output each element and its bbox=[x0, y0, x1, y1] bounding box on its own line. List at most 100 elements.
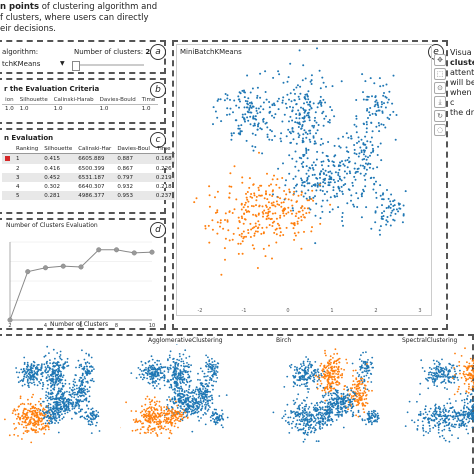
data-point[interactable] bbox=[149, 249, 155, 255]
scatter-point bbox=[42, 410, 44, 413]
num-clusters-slider[interactable] bbox=[72, 61, 144, 71]
thumbnail-plot-1[interactable] bbox=[120, 344, 236, 462]
scatter-point bbox=[251, 196, 254, 199]
thumbnail-plot-0[interactable] bbox=[0, 344, 110, 462]
pan-icon[interactable]: ✥ bbox=[434, 54, 446, 66]
scatter-point bbox=[366, 372, 369, 375]
scatter-point bbox=[368, 390, 370, 392]
eval-cell: 0.452 bbox=[41, 173, 76, 182]
scatter-point bbox=[328, 121, 331, 124]
scatter-point bbox=[360, 395, 363, 398]
scatter-point bbox=[293, 232, 296, 235]
scatter-point bbox=[276, 222, 279, 225]
scatter-point bbox=[13, 433, 16, 436]
scatter-point bbox=[56, 361, 58, 364]
scatter-point bbox=[136, 428, 139, 431]
scatter-point bbox=[248, 102, 251, 104]
table-row[interactable]: 3 0.452 6531.187 0.797 0.219 bbox=[2, 173, 175, 182]
scatter-point bbox=[281, 177, 284, 179]
scatter-point bbox=[47, 374, 49, 376]
scatter-point bbox=[29, 374, 31, 376]
scatter-point bbox=[20, 379, 23, 381]
scatter-point bbox=[167, 428, 170, 430]
line-chart[interactable]: 2 4 6 8 10 bbox=[2, 228, 162, 328]
scatter-point bbox=[311, 167, 314, 169]
data-point[interactable] bbox=[78, 264, 84, 270]
table-row[interactable]: 4 0.302 6640.307 0.932 0.218 bbox=[2, 182, 175, 191]
scatter-point bbox=[376, 166, 379, 169]
reset-icon[interactable]: ↻ bbox=[434, 110, 446, 122]
data-point[interactable] bbox=[96, 247, 102, 253]
main-scatter-plot[interactable]: -2 -1 0 1 2 3 bbox=[176, 44, 432, 316]
scatter-point bbox=[233, 165, 236, 168]
eval-cell bbox=[2, 191, 13, 200]
scatter-point bbox=[325, 375, 327, 378]
scatter-point bbox=[303, 422, 305, 425]
data-point[interactable] bbox=[25, 269, 31, 275]
scatter-point bbox=[324, 182, 327, 185]
hover-icon[interactable]: ◌ bbox=[434, 124, 446, 136]
thumbnail-plot-2[interactable] bbox=[272, 344, 390, 462]
scatter-point bbox=[145, 416, 148, 419]
data-point[interactable] bbox=[131, 250, 137, 256]
scatter-point bbox=[299, 85, 302, 88]
weight-input-2[interactable]: 1.0 bbox=[53, 106, 63, 112]
scatter-point bbox=[440, 368, 442, 371]
scatter-point bbox=[19, 397, 22, 400]
scatter-point bbox=[344, 183, 347, 185]
weight-input-1[interactable]: 1.0 bbox=[19, 106, 29, 112]
scatter-point bbox=[163, 418, 166, 421]
scatter-point bbox=[330, 417, 333, 420]
slider-handle[interactable] bbox=[72, 61, 80, 71]
scatter-point bbox=[315, 158, 318, 161]
scatter-point bbox=[335, 403, 338, 406]
data-point[interactable] bbox=[7, 317, 13, 323]
weight-input-3[interactable]: 1.0 bbox=[99, 106, 109, 112]
scatter-point bbox=[94, 417, 96, 420]
scatter-point bbox=[254, 115, 257, 118]
main-x-tick: 0 bbox=[286, 308, 289, 314]
box-zoom-icon[interactable]: ⬚ bbox=[434, 68, 446, 80]
scatter-point bbox=[53, 386, 56, 389]
weight-input-0[interactable]: 1.0 bbox=[5, 106, 14, 112]
scatter-point bbox=[151, 373, 153, 376]
scatter-point bbox=[306, 207, 309, 210]
data-point[interactable] bbox=[113, 247, 119, 253]
scatter-point bbox=[13, 408, 16, 411]
scatter-point bbox=[262, 212, 265, 215]
scatter-point bbox=[356, 390, 359, 392]
scatter-point bbox=[303, 216, 306, 219]
weight-input-4[interactable]: 1.0 bbox=[141, 106, 151, 112]
scatter-point bbox=[308, 418, 311, 421]
scatter-point bbox=[321, 210, 324, 213]
scatter-point bbox=[174, 372, 176, 374]
scatter-point bbox=[173, 380, 176, 383]
scatter-point bbox=[78, 379, 81, 381]
wheel-zoom-icon[interactable]: ⊙ bbox=[434, 82, 446, 94]
scatter-point bbox=[273, 104, 276, 107]
scatter-point bbox=[282, 201, 285, 204]
scatter-point bbox=[298, 134, 301, 137]
scatter-point bbox=[81, 392, 83, 394]
scatter-point bbox=[237, 252, 240, 255]
scatter-point bbox=[48, 378, 51, 381]
scatter-point bbox=[66, 361, 69, 363]
table-row[interactable]: 5 0.281 4986.377 0.953 0.237 bbox=[2, 191, 175, 200]
algorithm-select[interactable]: tchKMeans ▼ bbox=[2, 60, 66, 70]
table-row[interactable]: 1 0.415 6605.889 0.887 0.168 bbox=[2, 153, 175, 164]
save-icon[interactable]: ⤓ bbox=[434, 96, 446, 108]
scatter-point bbox=[73, 384, 76, 387]
data-point[interactable] bbox=[60, 263, 66, 269]
scatter-point bbox=[389, 224, 392, 227]
scatter-point bbox=[45, 416, 48, 418]
scatter-point bbox=[368, 415, 371, 418]
table-row[interactable]: 2 0.416 6500.399 0.867 0.226 bbox=[2, 164, 175, 173]
scatter-point bbox=[80, 365, 83, 368]
scatter-point bbox=[355, 385, 358, 388]
scatter-point bbox=[208, 241, 211, 244]
scatter-point bbox=[163, 379, 166, 382]
scatter-point bbox=[365, 397, 368, 400]
thumbnail-plot-3[interactable] bbox=[400, 344, 474, 462]
data-point[interactable] bbox=[43, 265, 49, 271]
scatter-point bbox=[80, 400, 83, 403]
